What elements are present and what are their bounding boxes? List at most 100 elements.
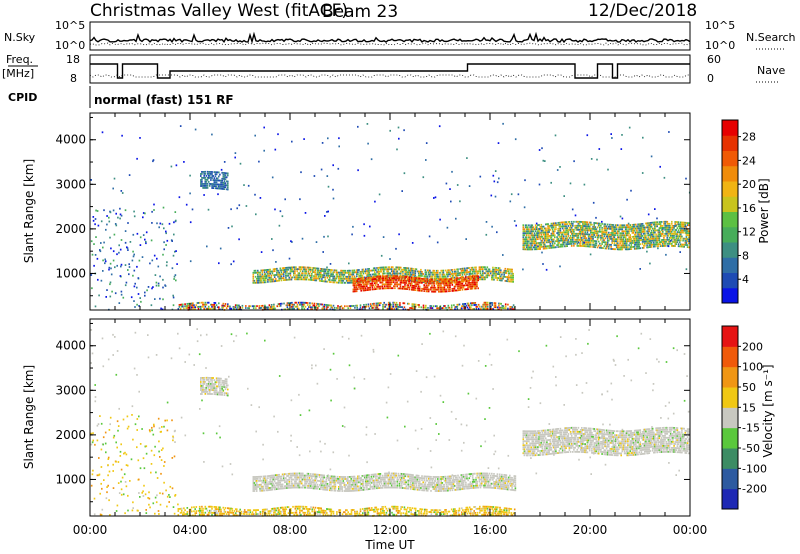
range-gate-cell (427, 288, 430, 291)
range-gate-cell (487, 268, 490, 271)
range-gate-cell (604, 237, 607, 240)
range-gate-cell (437, 275, 439, 278)
range-gate-cell (434, 278, 437, 281)
range-gate-cell (480, 278, 483, 281)
range-gate-cell (425, 288, 428, 291)
range-gate-cell (381, 287, 384, 290)
range-gate-cell (586, 231, 589, 234)
range-gate-cell (260, 275, 262, 278)
range-gate-cell (470, 308, 472, 311)
range-gate-cell (567, 241, 570, 243)
range-gate-cell (317, 269, 320, 272)
colorbar-segment (722, 196, 738, 212)
range-gate-cell (221, 183, 223, 186)
range-gate-cell (422, 288, 424, 290)
range-gate-cell (556, 238, 558, 240)
range-gate-cell (456, 268, 458, 271)
range-gate-cell (673, 225, 675, 227)
range-gate-cell (500, 302, 502, 305)
range-gate-cell (624, 244, 627, 247)
range-gate-cell (393, 307, 396, 310)
range-gate-cell (427, 307, 429, 309)
range-gate-cell (268, 268, 270, 271)
range-gate-cell (364, 287, 367, 290)
range-gate-cell (680, 233, 682, 236)
range-gate-cell (605, 235, 608, 238)
range-gate-cell (125, 281, 128, 284)
range-gate-cell (664, 232, 666, 235)
range-gate-cell (408, 271, 411, 274)
range-gate-cell (384, 279, 386, 282)
range-gate-cell (352, 290, 355, 293)
range-gate-cell (623, 236, 626, 239)
range-gate-cell (443, 275, 446, 278)
range-gate-cell (618, 228, 620, 231)
range-gate-cell (647, 222, 649, 225)
range-gate-cell (486, 303, 489, 306)
range-gate-cell (608, 231, 610, 234)
range-gate-cell (218, 308, 220, 311)
range-gate-cell (548, 247, 550, 249)
range-gate-cell (466, 271, 468, 274)
range-gate-cell (335, 271, 338, 274)
range-gate-cell (255, 488, 258, 490)
range-gate-cell (438, 284, 440, 287)
range-gate-cell (668, 240, 671, 243)
range-gate-cell (377, 308, 380, 311)
range-gate-cell (659, 221, 662, 223)
range-gate-cell (352, 273, 355, 276)
range-gate-cell (529, 248, 531, 251)
range-gate-cell (493, 304, 496, 306)
range-gate-cell (635, 237, 637, 240)
range-gate-cell (171, 240, 173, 242)
range-gate-cell (294, 278, 296, 281)
range-gate-cell (615, 242, 618, 245)
range-gate-cell (572, 222, 574, 225)
range-gate-cell (416, 281, 419, 284)
range-gate-cell (547, 233, 549, 235)
range-gate-cell (254, 486, 257, 488)
range-gate-cell (469, 275, 472, 278)
range-gate-cell (363, 270, 366, 273)
range-gate-cell (568, 243, 571, 245)
range-gate-cell (133, 210, 135, 213)
range-gate-cell (473, 302, 475, 304)
range-gate-cell (611, 234, 613, 236)
range-gate-cell (682, 237, 684, 240)
range-gate-cell (525, 226, 528, 229)
range-gate-cell (191, 302, 193, 305)
range-gate-cell (202, 171, 204, 173)
range-gate-cell (267, 306, 270, 309)
range-gate-cell (272, 268, 275, 271)
range-gate-cell (200, 179, 202, 181)
range-gate-cell (391, 281, 394, 284)
range-gate-cell (624, 246, 627, 249)
range-gate-cell (550, 224, 553, 227)
range-gate-cell (359, 271, 361, 273)
range-gate-cell (592, 236, 594, 238)
range-gate-cell (295, 476, 297, 479)
range-gate-cell (668, 228, 671, 231)
range-gate-cell (646, 246, 648, 249)
range-gate-cell (295, 276, 297, 279)
range-gate-cell (291, 303, 293, 306)
range-gate-cell (639, 231, 642, 233)
range-gate-cell (685, 222, 688, 224)
range-gate-cell (574, 232, 576, 235)
range-gate-cell (617, 236, 619, 239)
range-gate-cell (684, 240, 687, 242)
range-gate-cell (601, 229, 603, 231)
range-gate-cell (533, 236, 536, 239)
range-gate-cell (330, 481, 332, 484)
range-gate-cell (583, 237, 585, 239)
range-gate-cell (399, 287, 402, 290)
range-gate-cell (472, 283, 475, 286)
range-gate-cell (588, 235, 591, 238)
range-gate-cell (389, 129, 391, 132)
range-gate-cell (269, 479, 271, 481)
range-gate-cell (200, 185, 202, 187)
range-gate-cell (273, 270, 276, 272)
range-gate-cell (471, 281, 474, 284)
range-gate-cell (610, 246, 612, 248)
range-gate-cell (117, 216, 119, 219)
